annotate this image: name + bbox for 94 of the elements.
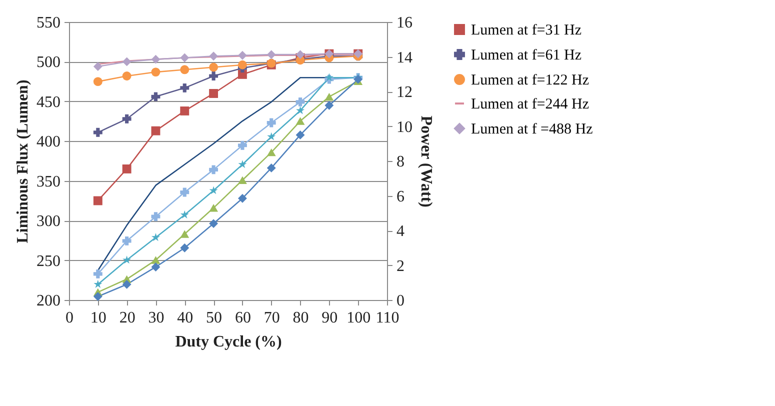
point bbox=[209, 72, 218, 80]
point bbox=[151, 126, 160, 136]
y2-axis-title: Power (Watt) bbox=[418, 116, 434, 208]
y-axis-title: Liminous Flux (Lumen) bbox=[14, 80, 32, 244]
x-tick-label: 90 bbox=[322, 310, 338, 326]
point bbox=[238, 50, 247, 60]
x-tick-label: 100 bbox=[346, 310, 371, 326]
legend-label: Lumen at f =488 Hz bbox=[471, 122, 594, 138]
point bbox=[209, 62, 218, 72]
point bbox=[151, 92, 160, 102]
y-tick-label: 350 bbox=[36, 173, 60, 190]
y2-tick-label: 0 bbox=[396, 292, 404, 310]
legend-label: Lumen at f=122 Hz bbox=[471, 72, 590, 88]
y-tick-label: 200 bbox=[36, 292, 60, 310]
legend-label: Lumen at f=244 Hz bbox=[471, 96, 590, 112]
point bbox=[209, 52, 218, 61]
point bbox=[238, 194, 247, 203]
point bbox=[266, 148, 276, 156]
point bbox=[180, 188, 190, 197]
point bbox=[151, 68, 160, 77]
point bbox=[94, 280, 102, 288]
y-tick-label: 500 bbox=[36, 54, 60, 72]
y-tick-label: 400 bbox=[36, 134, 60, 151]
x-tick-label: 0 bbox=[66, 310, 74, 326]
y-tick-label: 550 bbox=[36, 14, 60, 32]
point bbox=[238, 160, 247, 168]
point bbox=[122, 256, 132, 264]
point bbox=[151, 54, 160, 64]
point bbox=[296, 130, 305, 140]
y2-tick-label: 6 bbox=[396, 188, 404, 206]
point bbox=[180, 53, 190, 62]
point bbox=[296, 106, 305, 114]
point bbox=[209, 186, 218, 194]
x-tick-label: 70 bbox=[264, 310, 280, 326]
point bbox=[238, 60, 247, 70]
x-tick-label: 60 bbox=[234, 310, 251, 326]
y2-tick-label: 2 bbox=[396, 258, 404, 275]
point bbox=[180, 83, 190, 92]
point bbox=[266, 163, 276, 172]
x-tick-label: 80 bbox=[292, 310, 309, 326]
point bbox=[93, 77, 102, 86]
y2-tick-label: 12 bbox=[396, 84, 412, 101]
point bbox=[324, 92, 334, 101]
x-tick-label: 40 bbox=[177, 310, 194, 326]
legend-label: Lumen at f=61 Hz bbox=[471, 48, 582, 64]
point bbox=[296, 50, 305, 60]
x-tick-label: 10 bbox=[90, 310, 106, 326]
point bbox=[122, 164, 132, 174]
point bbox=[122, 236, 132, 246]
point bbox=[93, 292, 102, 301]
point bbox=[93, 128, 102, 137]
point bbox=[209, 165, 218, 174]
point bbox=[266, 118, 276, 128]
point bbox=[122, 114, 132, 124]
y-tick-label: 300 bbox=[36, 213, 60, 230]
point bbox=[151, 212, 160, 222]
point bbox=[209, 204, 218, 212]
point bbox=[93, 62, 102, 71]
point bbox=[266, 50, 276, 60]
x-tick-label: 50 bbox=[206, 310, 222, 326]
point bbox=[267, 132, 276, 140]
point bbox=[238, 176, 247, 184]
y2-tick-label: 4 bbox=[396, 223, 404, 240]
y-tick-label: 450 bbox=[36, 94, 60, 111]
y2-tick-label: 14 bbox=[396, 49, 412, 66]
point bbox=[180, 230, 190, 238]
point bbox=[93, 196, 102, 206]
x-axis-title: Duty Cycle (%) bbox=[175, 334, 282, 350]
point bbox=[180, 65, 190, 74]
point bbox=[122, 72, 132, 80]
point bbox=[122, 57, 132, 66]
point bbox=[209, 219, 218, 228]
x-tick-label: 30 bbox=[148, 310, 164, 326]
point bbox=[180, 243, 190, 252]
y2-tick-label: 10 bbox=[396, 118, 412, 136]
point bbox=[122, 280, 132, 289]
y-tick-label: 250 bbox=[36, 252, 60, 270]
point bbox=[296, 117, 305, 125]
point bbox=[296, 97, 305, 106]
point bbox=[180, 106, 190, 116]
point bbox=[151, 262, 160, 272]
point bbox=[151, 232, 160, 242]
legend-label: Lumen at f=31 Hz bbox=[471, 22, 582, 38]
y2-tick-label: 8 bbox=[396, 154, 404, 170]
point bbox=[180, 210, 189, 218]
point bbox=[93, 269, 102, 278]
point bbox=[238, 140, 247, 150]
x-tick-label: 20 bbox=[119, 310, 136, 326]
point bbox=[324, 73, 334, 82]
point bbox=[151, 256, 160, 264]
x-tick-label: 110 bbox=[376, 310, 400, 326]
y2-tick-label: 16 bbox=[396, 14, 412, 32]
point bbox=[324, 100, 334, 110]
point bbox=[209, 89, 218, 98]
